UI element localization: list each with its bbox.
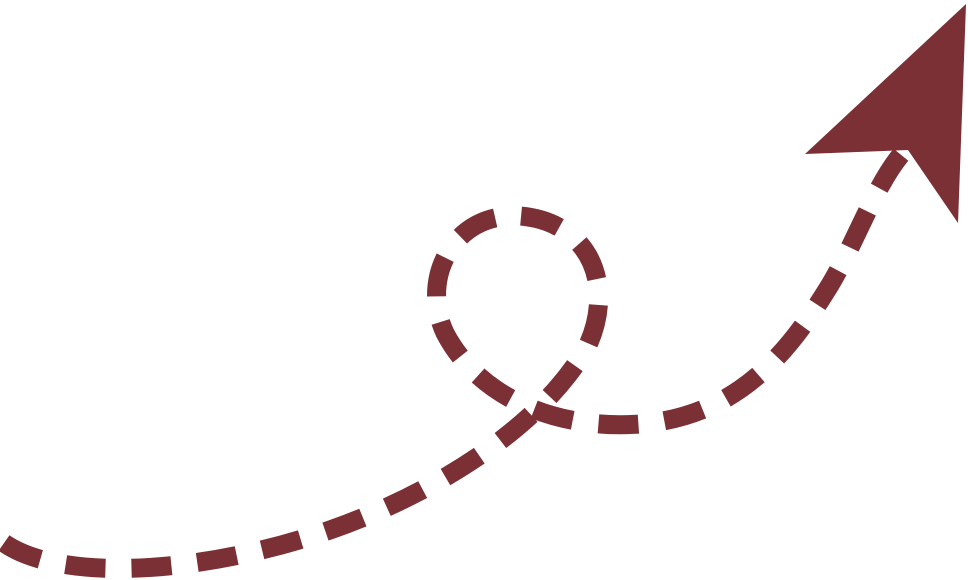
dashed-arrow-trail [0, 143, 913, 578]
arrow-head [805, 4, 966, 223]
